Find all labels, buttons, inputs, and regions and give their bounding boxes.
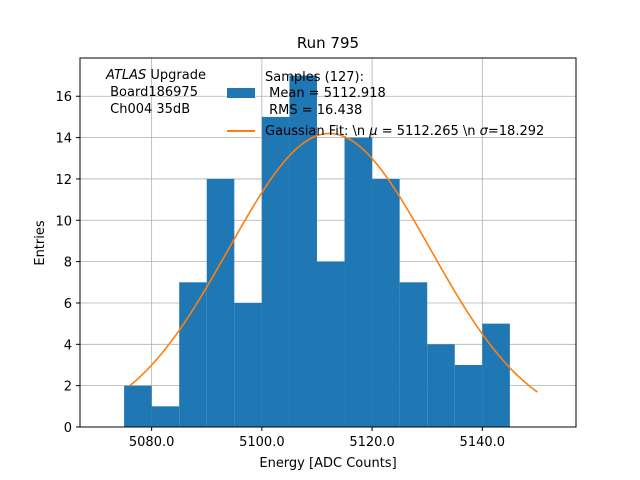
- histogram-bars: [124, 75, 510, 428]
- chart-title: Run 795: [297, 34, 359, 52]
- legend: Samples (127): Mean = 5112.918 RMS = 16.…: [227, 70, 544, 139]
- legend-fit-text: Gaussian Fit: \n μ = 5112.265 \n σ=18.29…: [265, 124, 544, 139]
- legend-fit-sigma: =18.292: [488, 124, 544, 139]
- atlas-annotation: ATLAS Upgrade Board186975 Ch004 35dB: [105, 68, 206, 117]
- y-axis-ticks: 0 2 4 6 8 10 12 14 16: [55, 90, 80, 436]
- y-tick-label: 8: [64, 256, 72, 271]
- x-tick-label: 5140.0: [460, 435, 506, 450]
- histogram-bar: [289, 75, 317, 428]
- y-tick-label: 10: [55, 214, 72, 229]
- histogram-bar: [454, 364, 483, 427]
- y-tick-label: 2: [64, 380, 72, 395]
- x-axis-label: Energy [ADC Counts]: [259, 456, 396, 471]
- annotation-atlas: ATLAS: [105, 68, 146, 83]
- legend-fit-prefix: Gaussian Fit: \n: [265, 124, 369, 139]
- histogram-bar: [179, 282, 207, 427]
- y-tick-label: 12: [55, 173, 72, 188]
- y-tick-label: 6: [64, 297, 72, 312]
- legend-samples-line-1: Samples (127):: [265, 70, 364, 85]
- y-axis-label: Entries: [33, 220, 48, 266]
- annotation-upgrade: Upgrade: [146, 68, 206, 83]
- legend-samples-line-2: Mean = 5112.918: [265, 86, 386, 101]
- histogram-bar: [316, 261, 345, 427]
- annotation-line-2: Board186975: [106, 85, 198, 100]
- x-tick-label: 5100.0: [239, 435, 285, 450]
- legend-swatch-samples: [227, 88, 255, 98]
- histogram-bar: [206, 178, 235, 427]
- legend-mu-symbol: μ: [368, 124, 377, 139]
- legend-fit-mu: = 5112.265 \n: [378, 124, 480, 139]
- x-axis-ticks: 5080.0 5100.0 5120.0 5140.0: [129, 427, 505, 450]
- gaussian-fit-curve: [129, 132, 538, 393]
- histogram-bar: [372, 178, 400, 427]
- x-tick-label: 5120.0: [349, 435, 395, 450]
- histogram-bar: [427, 344, 455, 427]
- gaussian-fit: [129, 132, 538, 393]
- annotation-line-1: ATLAS Upgrade: [105, 68, 206, 83]
- legend-sigma-symbol: σ: [480, 124, 489, 139]
- histogram-bar: [261, 116, 290, 428]
- legend-samples-line-3: RMS = 16.438: [265, 103, 362, 118]
- histogram-bar: [151, 406, 180, 427]
- annotation-line-3: Ch004 35dB: [106, 102, 190, 117]
- y-tick-label: 16: [55, 90, 72, 105]
- histogram-bar: [399, 282, 428, 427]
- histogram-bar: [124, 385, 152, 427]
- x-tick-label: 5080.0: [129, 435, 175, 450]
- y-tick-label: 0: [64, 421, 72, 436]
- y-tick-label: 4: [64, 338, 72, 353]
- histogram-bar: [344, 137, 373, 427]
- y-tick-label: 14: [55, 132, 72, 147]
- histogram-bar: [234, 302, 262, 427]
- plot-frame: [79, 57, 577, 428]
